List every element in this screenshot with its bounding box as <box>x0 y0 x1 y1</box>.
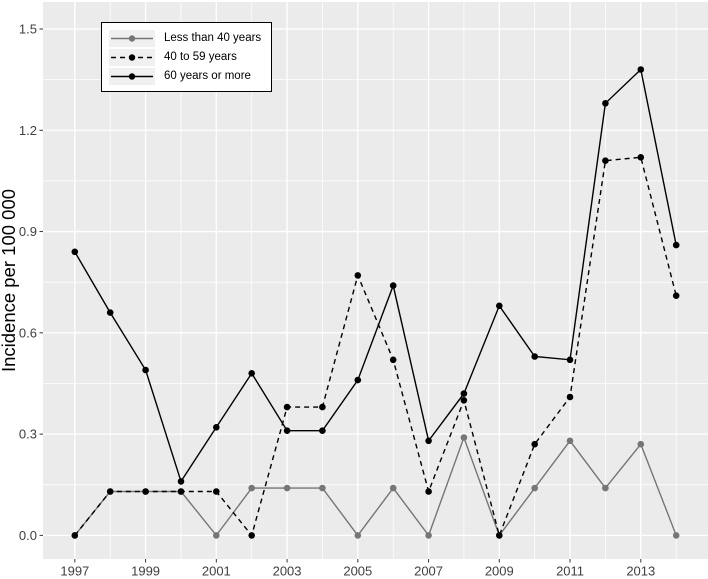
data-point <box>566 393 574 401</box>
data-point <box>283 484 291 492</box>
data-point <box>177 478 185 485</box>
data-point <box>354 532 362 539</box>
data-point <box>389 484 397 492</box>
x-tick-label: 1997 <box>60 564 89 579</box>
data-point <box>496 302 503 310</box>
chart-legend: Less than 40 years 40 to 59 years 60 yea… <box>101 22 273 92</box>
data-point <box>354 376 362 384</box>
data-point <box>602 100 609 107</box>
data-point <box>460 434 468 441</box>
data-point <box>248 532 255 539</box>
data-point <box>106 309 114 316</box>
x-tick-label: 2011 <box>556 564 584 579</box>
legend-label: Less than 40 years <box>164 31 262 44</box>
data-point <box>531 484 538 492</box>
data-point <box>602 157 609 164</box>
data-point <box>425 532 432 539</box>
data-point <box>531 353 538 360</box>
y-axis-title: Incidence per 100 000 <box>0 189 19 372</box>
data-point <box>672 292 680 300</box>
legend-key-black-solid-line-icon <box>109 67 155 85</box>
data-point <box>425 488 432 495</box>
data-point <box>319 484 326 492</box>
data-point <box>637 154 645 161</box>
legend-key-black-dashed-line-icon <box>109 48 155 66</box>
data-point <box>566 437 574 445</box>
plot-panel <box>43 2 708 559</box>
data-point <box>531 440 538 448</box>
data-point <box>496 532 503 539</box>
legend-item-60-years-or-more: 60 years or more <box>109 67 261 85</box>
x-tick-label: 2005 <box>343 564 372 579</box>
data-point <box>460 397 468 404</box>
data-point <box>283 427 291 435</box>
x-tick-label: 1999 <box>131 564 160 579</box>
series-60-years-or-more-line <box>74 68 677 484</box>
data-point <box>248 370 255 377</box>
x-tick-label: 2007 <box>414 564 443 579</box>
y-tick-label: 0.3 <box>19 427 37 442</box>
x-axis-tick-labels: 1997 1999 2001 2003 2005 2007 2009 2011 2013 <box>60 564 655 579</box>
data-point <box>142 366 149 374</box>
series-40-to-59-years <box>71 154 680 539</box>
data-point <box>460 390 468 397</box>
data-point <box>213 532 220 539</box>
y-tick-label: 1.5 <box>19 22 37 37</box>
legend-item-less-than-40-years: Less than 40 years <box>109 29 261 47</box>
legend-key-gray-solid-line-icon <box>109 29 155 47</box>
data-point <box>602 484 609 492</box>
data-point <box>354 272 362 279</box>
legend-item-40-to-59-years: 40 to 59 years <box>109 48 261 66</box>
axis-ticks <box>39 28 642 563</box>
data-point <box>177 488 185 495</box>
legend-label: 60 years or more <box>164 69 251 82</box>
data-point <box>672 532 680 539</box>
data-point <box>142 488 149 495</box>
data-point <box>71 248 79 256</box>
data-point <box>213 424 220 431</box>
y-tick-label: 0.0 <box>19 528 37 543</box>
data-point <box>106 488 114 495</box>
x-tick-label: 2009 <box>485 564 514 579</box>
data-point <box>637 66 645 73</box>
major-gridlines <box>43 2 708 559</box>
x-tick-label: 2001 <box>202 564 231 579</box>
data-point <box>672 241 680 249</box>
y-axis-tick-labels: 0.0 0.3 0.6 0.9 1.2 1.5 <box>19 22 37 543</box>
data-point <box>389 356 397 364</box>
data-point <box>71 532 79 539</box>
series-60-years-or-more <box>71 66 680 485</box>
x-tick-label: 2013 <box>626 564 655 579</box>
data-point <box>637 440 645 448</box>
y-tick-label: 0.9 <box>19 224 37 239</box>
data-point <box>389 282 397 289</box>
minor-gridlines <box>43 2 708 559</box>
y-tick-label: 1.2 <box>19 123 37 138</box>
data-point <box>566 356 574 364</box>
series-40-to-59-years-line <box>74 156 677 538</box>
legend-label: 40 to 59 years <box>164 50 237 63</box>
data-point <box>213 488 220 495</box>
y-tick-label: 0.6 <box>19 325 37 340</box>
data-point <box>248 484 255 492</box>
data-point <box>319 403 326 411</box>
data-point <box>319 427 326 435</box>
x-tick-label: 2003 <box>273 564 302 579</box>
data-point <box>425 437 432 445</box>
data-point <box>283 403 291 411</box>
